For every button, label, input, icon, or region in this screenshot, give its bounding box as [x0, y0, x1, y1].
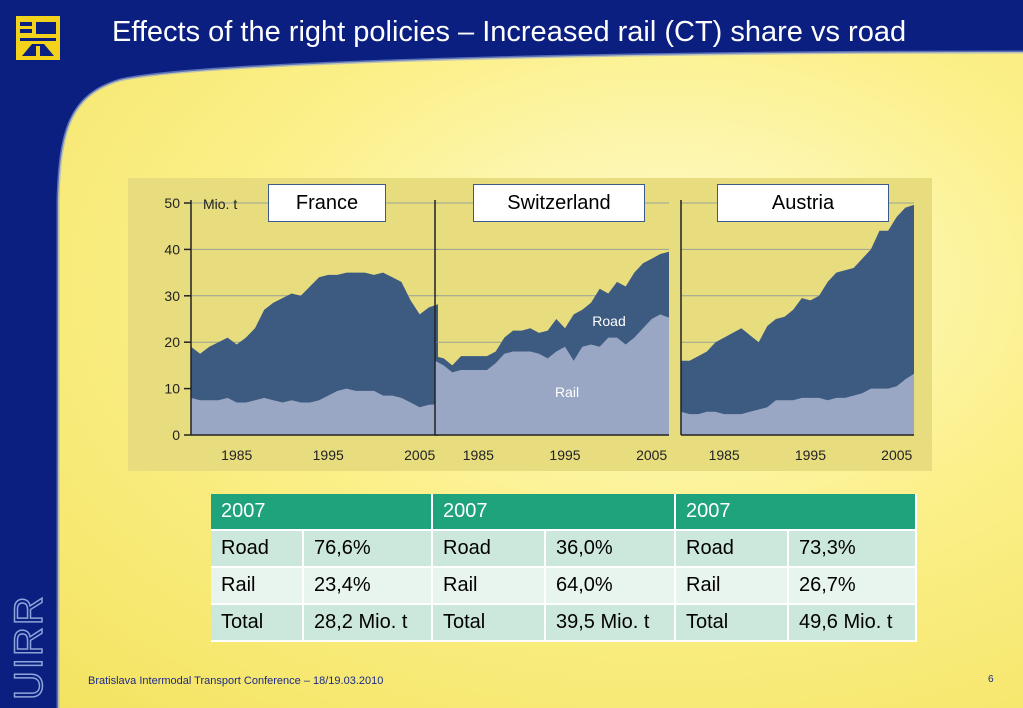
table-cell: Rail [676, 568, 789, 605]
table-cell: Road [676, 531, 789, 568]
x-tick-label: 1995 [313, 447, 344, 463]
table-cell: Road [211, 531, 304, 568]
table-header-france: 2007 [211, 494, 433, 531]
table-cell: Road [433, 531, 546, 568]
x-tick-label: 1995 [549, 447, 580, 463]
slide-title: Effects of the right policies – Increase… [112, 16, 907, 48]
table-header-austria: 2007 [676, 494, 917, 531]
table-cell: Rail [433, 568, 546, 605]
table-cell: 36,0% [546, 531, 676, 568]
table-row-road: Road 76,6% Road 36,0% Road 73,3% [211, 531, 917, 568]
table-cell: 73,3% [789, 531, 917, 568]
y-tick-label: 30 [164, 288, 180, 304]
table-header-switzerland: 2007 [433, 494, 676, 531]
y-tick-label: 0 [172, 427, 180, 443]
table-cell: 39,5 Mio. t [546, 605, 676, 642]
chart-panel: 1985 1995 2005 1985 1995 2005 1985 1995 2005 0 10 2… [128, 178, 932, 471]
area-charts: 1985 1995 2005 1985 1995 2005 1985 1995 20050102… [164, 195, 914, 463]
x-tick-label: 1985 [463, 447, 494, 463]
rail-area-france [191, 388, 438, 435]
country-label-austria: Austria [717, 184, 889, 222]
table-cell: Total [211, 605, 304, 642]
share-table: 2007 2007 2007 Road 76,6% Road 36,0% Roa… [211, 494, 917, 642]
y-tick-label: 20 [164, 334, 180, 350]
table-row-total: Total 28,2 Mio. t Total 39,5 Mio. t Tota… [211, 605, 917, 642]
road-series-label: Road [592, 313, 625, 329]
footer-text: Bratislava Intermodal Transport Conferen… [88, 675, 384, 687]
x-tick-label: 2005 [404, 447, 435, 463]
table-header-row: 2007 2007 2007 [211, 494, 917, 531]
table-cell: 76,6% [304, 531, 433, 568]
table-cell: Rail [211, 568, 304, 605]
x-tick-label: 2005 [881, 447, 912, 463]
rail-series-label: Rail [555, 384, 579, 400]
table-cell: 64,0% [546, 568, 676, 605]
table-cell: 23,4% [304, 568, 433, 605]
y-tick-label: 40 [164, 241, 180, 257]
table-cell: 49,6 Mio. t [789, 605, 917, 642]
x-tick-label: 1985 [221, 447, 252, 463]
y-tick-label: 50 [164, 195, 180, 211]
country-label-france: France [268, 184, 386, 222]
uirr-vertical-brand: UIRR [8, 593, 48, 700]
y-axis-label: Mio. t [203, 196, 237, 212]
x-tick-label: 2005 [636, 447, 667, 463]
rail-area-austria [681, 373, 914, 435]
table-cell: 26,7% [789, 568, 917, 605]
page-number: 6 [988, 674, 994, 685]
y-tick-label: 10 [164, 381, 180, 397]
x-tick-label: 1985 [709, 447, 740, 463]
uirr-vertical-text: UIRR [8, 594, 48, 700]
table-cell: Total [433, 605, 546, 642]
road-area-austria [681, 204, 914, 435]
table-cell: 28,2 Mio. t [304, 605, 433, 642]
country-label-switzerland: Switzerland [473, 184, 645, 222]
x-tick-label: 1995 [795, 447, 826, 463]
uirr-logo-icon [14, 14, 62, 62]
rail-area-switzerland [435, 314, 669, 435]
table-cell: Total [676, 605, 789, 642]
table-row-rail: Rail 23,4% Rail 64,0% Rail 26,7% [211, 568, 917, 605]
